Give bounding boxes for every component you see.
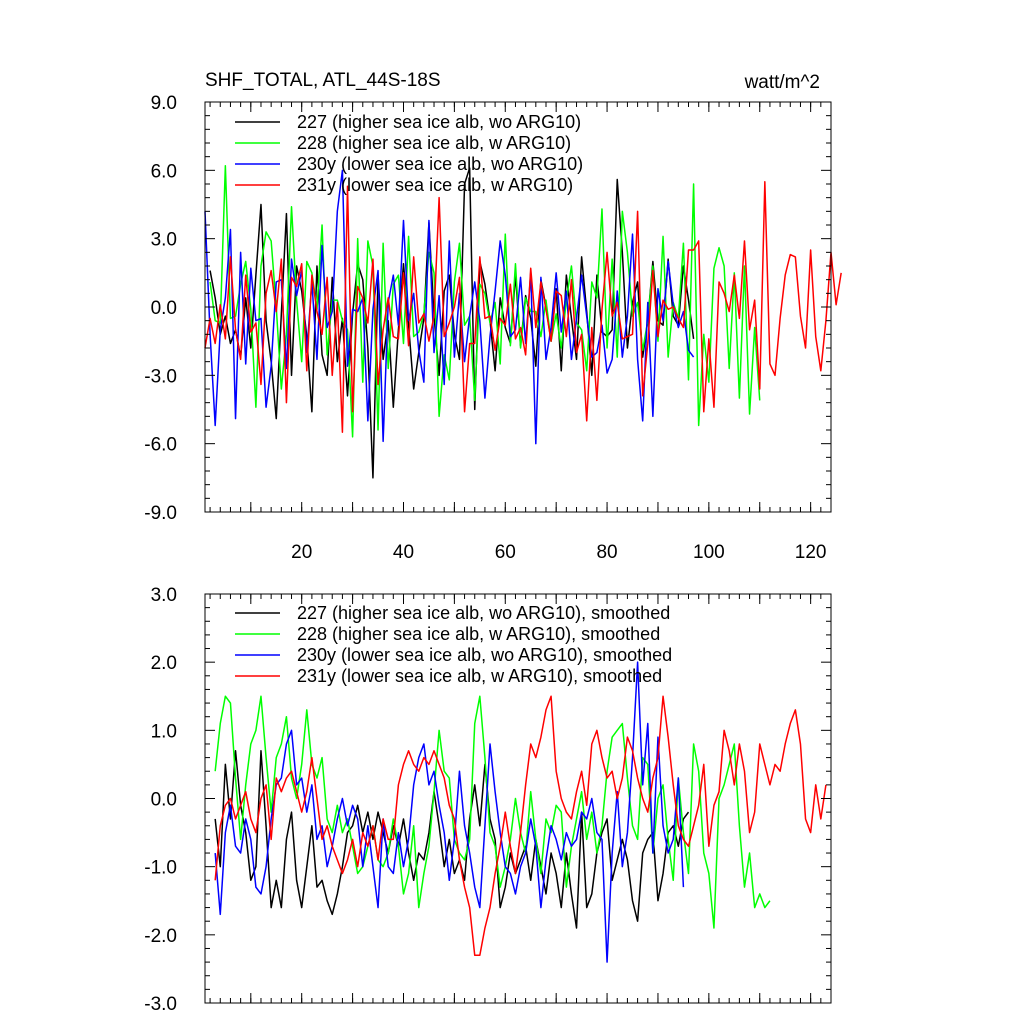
top-series-line-3 bbox=[204, 169, 695, 445]
top-panel: SHF_TOTAL, ATL_44S-18S watt/m^2 -9.0 -6.0… bbox=[144, 70, 842, 563]
bottom-legend-label-3: 230y (lower sea ice alb, wo ARG10), smoo… bbox=[297, 645, 672, 665]
bottom-legend: 227 (higher sea ice alb, wo ARG10), smoo… bbox=[235, 603, 672, 686]
bottom-y-tick-label: -2.0 bbox=[144, 926, 177, 947]
top-y-tick-label: 3.0 bbox=[151, 230, 177, 251]
top-x-tick-label: 40 bbox=[393, 542, 414, 563]
top-legend-label-4: 231y (lower sea ice alb, w ARG10) bbox=[297, 175, 573, 195]
bottom-y-tick-label: -1.0 bbox=[144, 858, 177, 879]
top-y-tick-label: -6.0 bbox=[144, 435, 177, 456]
top-y-tick-label: -9.0 bbox=[144, 503, 177, 524]
bottom-y-tick-label: 0.0 bbox=[151, 790, 177, 811]
top-panel-units: watt/m^2 bbox=[744, 72, 820, 93]
top-x-tick-label: 100 bbox=[693, 542, 725, 563]
bottom-series-group bbox=[214, 661, 827, 963]
top-axes: -9.0 -6.0 -3.0 0.0 3.0 6.0 9.0 20 40 60 80 100 120 bbox=[144, 93, 832, 563]
bottom-y-tick-label: 1.0 bbox=[151, 721, 177, 742]
bottom-legend-label-2: 228 (higher sea ice alb, w ARG10), smoot… bbox=[297, 624, 660, 644]
top-x-tick-label: 120 bbox=[795, 542, 827, 563]
bottom-legend-label-1: 227 (higher sea ice alb, wo ARG10), smoo… bbox=[297, 603, 670, 623]
bottom-y-tick-label: 2.0 bbox=[151, 653, 177, 674]
top-series-group bbox=[204, 165, 842, 479]
top-series-line-2 bbox=[209, 165, 761, 438]
bottom-series-line-3 bbox=[214, 661, 685, 963]
top-x-tick-label: 80 bbox=[596, 542, 617, 563]
top-legend: 227 (higher sea ice alb, wo ARG10)228 (h… bbox=[235, 112, 583, 195]
top-legend-label-3: 230y (lower sea ice alb, wo ARG10) bbox=[297, 154, 583, 174]
bottom-y-tick-label: -3.0 bbox=[144, 994, 177, 1015]
top-x-tick-label: 60 bbox=[495, 542, 516, 563]
top-y-tick-label: 0.0 bbox=[151, 298, 177, 319]
top-x-tick-label: 20 bbox=[291, 542, 312, 563]
top-y-tick-label: -3.0 bbox=[144, 366, 177, 387]
bottom-y-tick-label: 3.0 bbox=[151, 585, 177, 606]
top-panel-title: SHF_TOTAL, ATL_44S-18S bbox=[205, 70, 441, 91]
bottom-axes: -3.0 -2.0 -1.0 0.0 1.0 2.0 3.0 bbox=[144, 585, 832, 1015]
top-legend-label-1: 227 (higher sea ice alb, wo ARG10) bbox=[297, 112, 581, 132]
top-series-line-4 bbox=[204, 180, 842, 434]
bottom-panel: -3.0 -2.0 -1.0 0.0 1.0 2.0 3.0 227 (higher sea… bbox=[144, 585, 832, 1015]
bottom-legend-label-4: 231y (lower sea ice alb, w ARG10), smoot… bbox=[297, 666, 662, 686]
top-y-tick-label: 6.0 bbox=[151, 161, 177, 182]
top-y-tick-label: 9.0 bbox=[151, 93, 177, 114]
top-legend-label-2: 228 (higher sea ice alb, w ARG10) bbox=[297, 133, 571, 153]
bottom-series-line-4 bbox=[214, 695, 827, 957]
